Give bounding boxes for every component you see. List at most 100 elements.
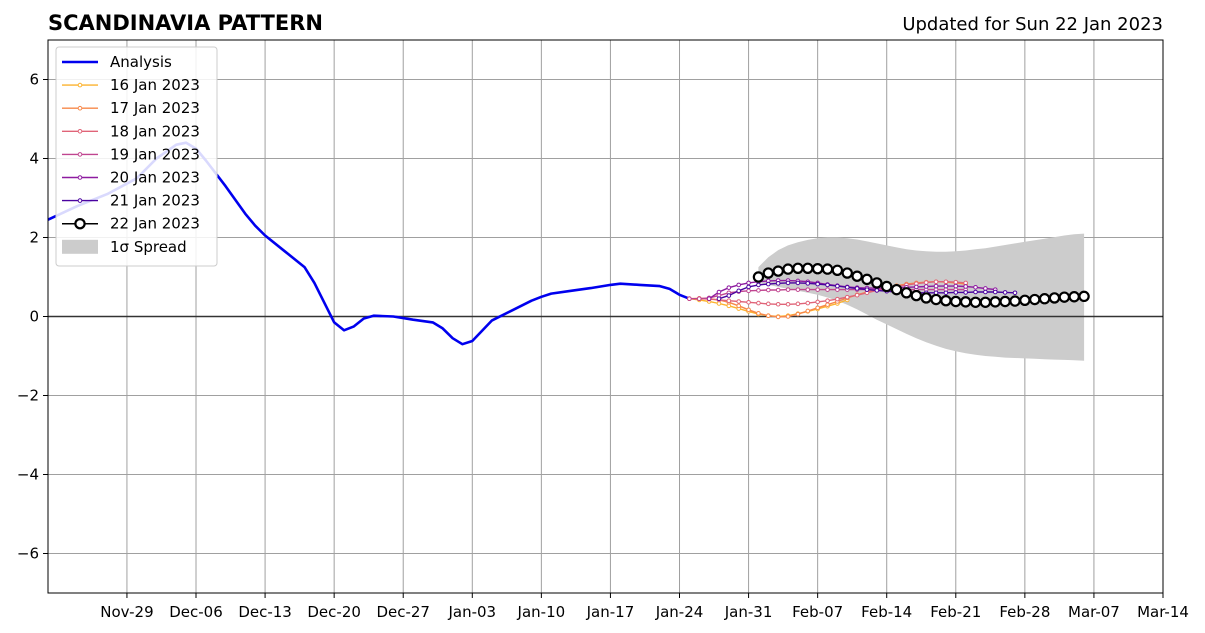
data-point (874, 288, 880, 293)
chart-title: SCANDINAVIA PATTERN (48, 11, 323, 35)
legend-label: 22 Jan 2023 (110, 215, 200, 233)
x-tick-label: Feb-07 (792, 603, 843, 621)
data-point (805, 308, 811, 314)
legend-entry: 22 Jan 2023 (62, 215, 200, 233)
data-point (687, 296, 692, 302)
y-tick-label: 4 (29, 150, 39, 168)
data-point (943, 283, 949, 289)
x-tick-label: Jan-10 (517, 603, 566, 621)
data-point (1078, 290, 1090, 303)
chart-subtitle: Updated for Sun 22 Jan 2023 (902, 14, 1163, 35)
data-point (999, 295, 1011, 308)
data-point (900, 287, 913, 299)
legend-entry: 18 Jan 2023 (62, 122, 200, 140)
legend: Analysis 16 Jan 2023 17 Jan 2023 18 Jan 202… (55, 46, 218, 267)
x-tick-label: Dec-27 (376, 603, 430, 621)
data-point (706, 296, 712, 302)
data-point (726, 285, 732, 290)
y-axis-ticks: 6 4 2 0 −2 −4 −6 (17, 71, 48, 563)
data-point (815, 287, 820, 292)
data-point (959, 296, 972, 308)
data-point (1048, 292, 1061, 304)
legend-box (55, 46, 218, 267)
data-point (1058, 291, 1071, 303)
x-tick-label: Jan-31 (724, 603, 773, 621)
data-point (950, 295, 962, 308)
data-point (746, 288, 751, 294)
data-point (933, 279, 939, 285)
legend-marker (74, 217, 86, 230)
legend-entry: 20 Jan 2023 (62, 169, 200, 187)
data-point (726, 293, 732, 298)
data-point (861, 273, 873, 286)
legend-label: 20 Jan 2023 (110, 169, 200, 187)
data-point (992, 289, 998, 295)
legend-label: Analysis (110, 53, 172, 71)
data-point (963, 284, 968, 289)
x-tick-label: Feb-21 (930, 603, 981, 621)
data-point (756, 288, 761, 293)
data-point (969, 296, 982, 308)
data-point (835, 283, 840, 289)
data-point (923, 280, 929, 285)
y-tick-label: 2 (29, 229, 39, 247)
x-tick-label: Nov-29 (100, 603, 153, 621)
legend-marker (77, 152, 83, 157)
data-point (825, 302, 830, 307)
y-tick-label: −2 (17, 387, 39, 405)
data-point (752, 271, 765, 283)
data-point (963, 290, 968, 295)
legend-entry: 19 Jan 2023 (62, 145, 200, 163)
data-point (825, 298, 830, 304)
data-point (766, 281, 771, 287)
legend-marker (77, 129, 83, 134)
x-tick-label: Dec-20 (307, 603, 361, 621)
data-point (1068, 291, 1080, 303)
x-tick-label: Mar-14 (1137, 603, 1189, 621)
data-point (762, 267, 775, 279)
data-point (736, 282, 742, 288)
series-22-jan-2023 (752, 262, 1090, 308)
data-point (726, 298, 732, 304)
data-point (1038, 293, 1051, 305)
legend-marker (77, 105, 83, 111)
data-point (923, 284, 929, 289)
data-point (835, 296, 840, 302)
legend-swatch (62, 239, 98, 254)
legend-entry: 1σ Spread (62, 238, 187, 256)
data-point (785, 280, 791, 286)
data-point (940, 295, 952, 307)
data-point (766, 313, 771, 319)
data-point (890, 283, 903, 296)
legend-entry: 16 Jan 2023 (62, 76, 200, 94)
data-point (795, 280, 801, 286)
data-point (785, 314, 791, 319)
data-point (805, 281, 811, 286)
data-point (1009, 295, 1021, 307)
data-point (716, 296, 722, 302)
legend-marker (77, 175, 83, 180)
data-point (953, 279, 959, 285)
x-tick-label: Feb-28 (999, 603, 1050, 621)
data-point (920, 292, 932, 304)
data-point (775, 281, 781, 286)
data-point (815, 299, 820, 305)
data-point (736, 299, 742, 304)
x-tick-label: Dec-13 (238, 603, 292, 621)
data-point (914, 284, 919, 290)
data-point (973, 289, 978, 295)
data-point (756, 300, 761, 306)
data-point (716, 289, 722, 295)
legend-label: 17 Jan 2023 (110, 99, 200, 117)
data-point (746, 307, 751, 313)
data-point (756, 282, 761, 288)
legend-label: 1σ Spread (110, 238, 187, 256)
data-point (851, 270, 863, 282)
x-tick-label: Mar-07 (1068, 603, 1120, 621)
data-point (933, 283, 939, 289)
data-point (802, 262, 814, 275)
legend-label: 19 Jan 2023 (110, 145, 200, 163)
x-tick-label: Jan-17 (586, 603, 635, 621)
data-point (1012, 290, 1018, 296)
